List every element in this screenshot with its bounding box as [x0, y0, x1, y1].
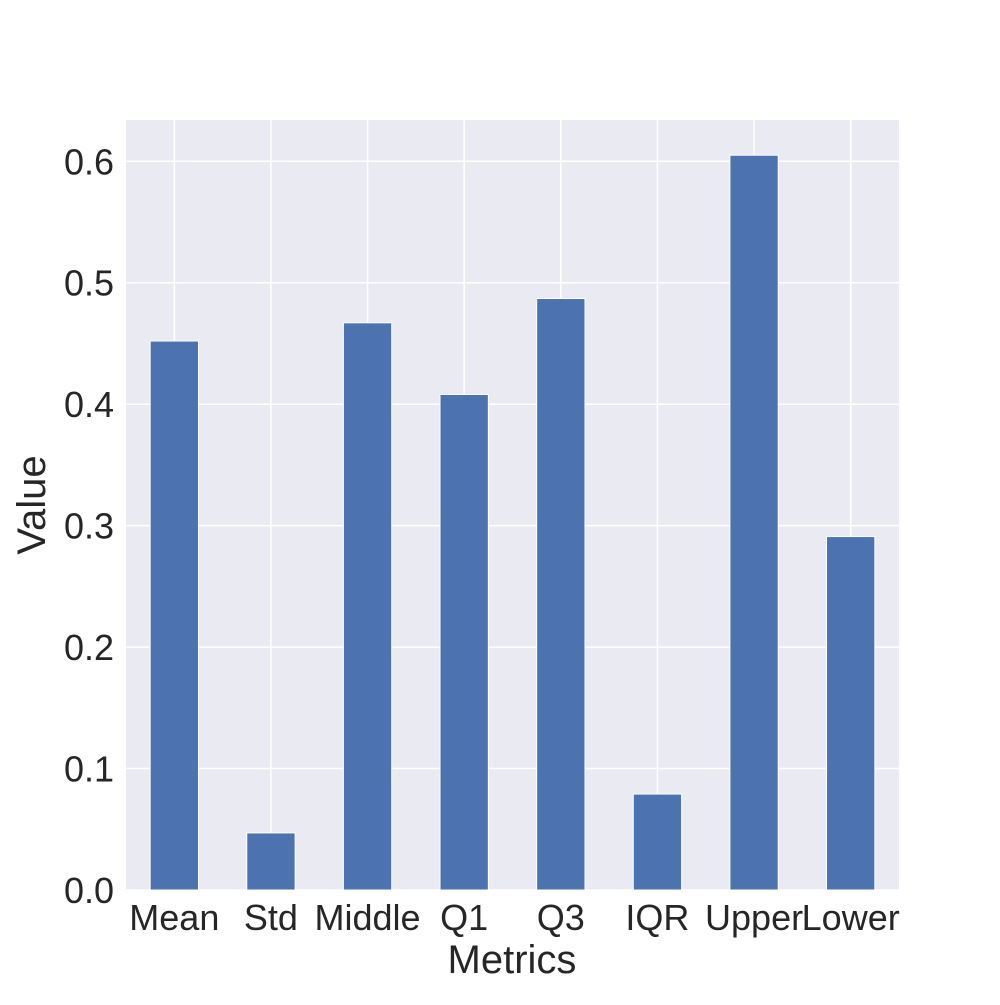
x-tick-label: Upper	[705, 897, 803, 938]
bar-middle	[342, 322, 393, 891]
bar-iqr	[632, 793, 683, 891]
y-axis-label: Value	[10, 455, 54, 554]
x-tick-label: IQR	[625, 897, 689, 938]
x-tick-label: Q3	[537, 897, 585, 938]
y-tick-label: 0.6	[64, 141, 114, 182]
bars	[149, 154, 876, 891]
y-tick-labels: 0.0 0.1 0.2 0.3 0.4 0.5 0.6	[64, 141, 114, 911]
bar-q3	[536, 298, 586, 891]
x-axis-label: Metrics	[448, 938, 577, 982]
y-tick-label: 0.4	[64, 384, 114, 425]
x-tick-label: Mean	[129, 897, 219, 938]
bar-mean	[149, 340, 199, 891]
y-tick-label: 0.2	[64, 627, 114, 668]
x-tick-label: Std	[244, 897, 298, 938]
x-tick-label: Q1	[440, 897, 488, 938]
bar-upper	[729, 154, 779, 891]
y-tick-label: 0.3	[64, 506, 114, 547]
bar-std	[246, 832, 296, 891]
x-tick-label: Middle	[315, 897, 421, 938]
y-tick-label: 0.1	[64, 749, 114, 790]
plot-area-background	[126, 120, 899, 890]
y-tick-label: 0.0	[64, 870, 114, 911]
bar-q1	[439, 393, 489, 891]
bar-lower	[826, 536, 876, 891]
y-tick-label: 0.5	[64, 263, 114, 304]
x-tick-label: Lower	[802, 897, 900, 938]
